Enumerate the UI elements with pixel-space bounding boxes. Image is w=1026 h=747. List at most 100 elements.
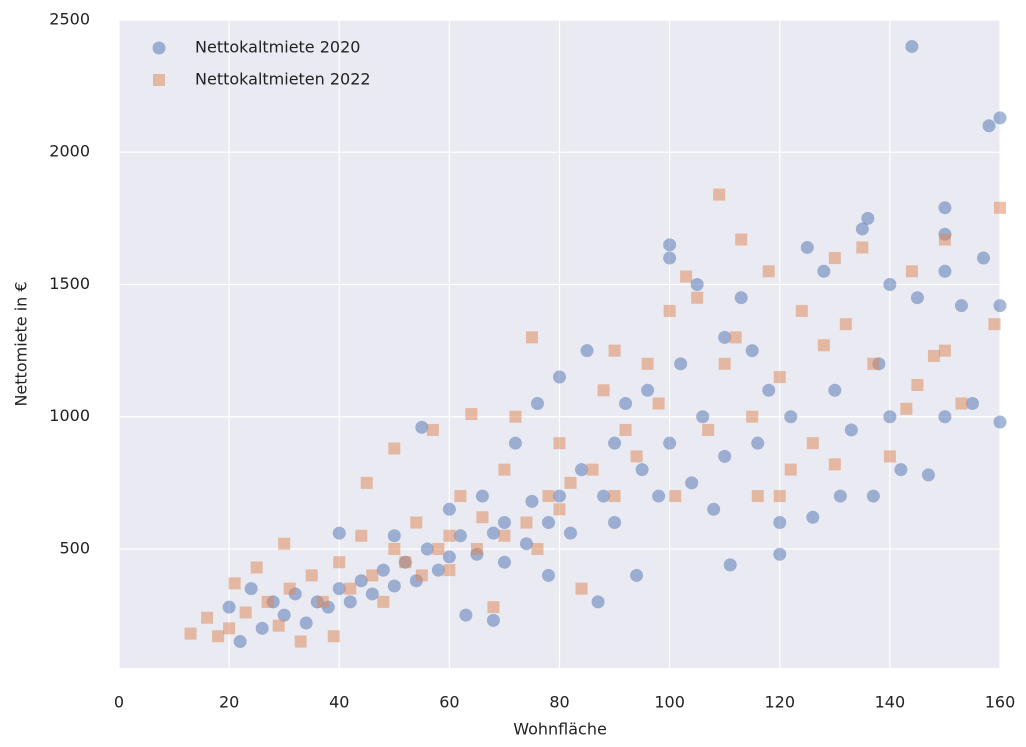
point [729,331,742,344]
point [388,442,401,455]
point [894,463,908,477]
point [244,582,258,596]
point [723,558,737,572]
point [387,579,401,593]
point [365,587,379,601]
point [713,188,726,201]
point [222,600,236,614]
x-tick-label: 100 [654,693,685,712]
point [707,502,721,516]
point [800,240,814,254]
point [806,510,820,524]
point [762,265,775,278]
point [993,111,1007,125]
point [553,503,566,516]
point [277,608,291,622]
point [784,463,797,476]
point [497,555,511,569]
point [443,564,456,577]
point [305,569,318,582]
point [387,529,401,543]
point [580,344,594,358]
point [333,556,346,569]
point [431,563,445,577]
point [476,511,489,524]
point [608,490,621,503]
legend-label: Nettokaltmiete 2020 [195,38,360,57]
point [784,410,798,424]
point [608,344,621,357]
point [250,561,263,574]
point [442,502,456,516]
point [674,357,688,371]
point [475,489,489,503]
point [630,568,644,582]
point [867,357,880,370]
x-tick-label: 160 [985,693,1016,712]
point [938,264,952,278]
point [630,450,643,463]
point [938,410,952,424]
point [663,304,676,317]
point [938,201,952,215]
point [201,611,214,624]
point [294,635,307,648]
point [272,619,285,632]
point [223,622,236,635]
point [343,595,357,609]
point [993,299,1007,313]
point [316,595,329,608]
point [355,529,368,542]
x-tick-label: 40 [329,693,349,712]
point [861,211,875,225]
point [261,595,274,608]
point [696,410,710,424]
point [542,490,555,503]
point [399,556,412,569]
point [828,458,841,471]
y-tick-label: 1000 [49,406,90,425]
point [773,547,787,561]
point [680,270,693,283]
point [938,344,951,357]
point [965,397,979,411]
point [360,476,373,489]
point [982,119,996,133]
point [993,415,1007,429]
point [564,526,578,540]
point [883,450,896,463]
point [597,384,610,397]
point [976,251,990,265]
point [817,339,830,352]
point [255,621,269,635]
point [702,423,715,436]
point [541,516,555,530]
point [332,526,346,540]
point [751,436,765,450]
point [597,489,611,503]
y-tick-label: 2500 [49,10,90,29]
y-tick-label: 500 [59,538,90,557]
point [459,608,473,622]
x-axis-label: Wohnfläche [513,720,607,739]
point [354,574,368,588]
point [905,39,919,53]
point [332,582,346,596]
point [454,490,467,503]
point [911,378,924,391]
point [994,201,1006,214]
point [415,420,429,434]
point [938,233,951,246]
point [833,489,847,503]
point [508,436,522,450]
point [691,291,704,304]
point [498,529,511,542]
point [278,537,291,550]
point [553,489,566,503]
point [735,233,748,246]
point [442,550,456,564]
legend-label: Nettokaltmieten 2022 [195,70,371,89]
point [344,582,357,595]
point [525,494,539,508]
legend-marker [152,41,166,55]
